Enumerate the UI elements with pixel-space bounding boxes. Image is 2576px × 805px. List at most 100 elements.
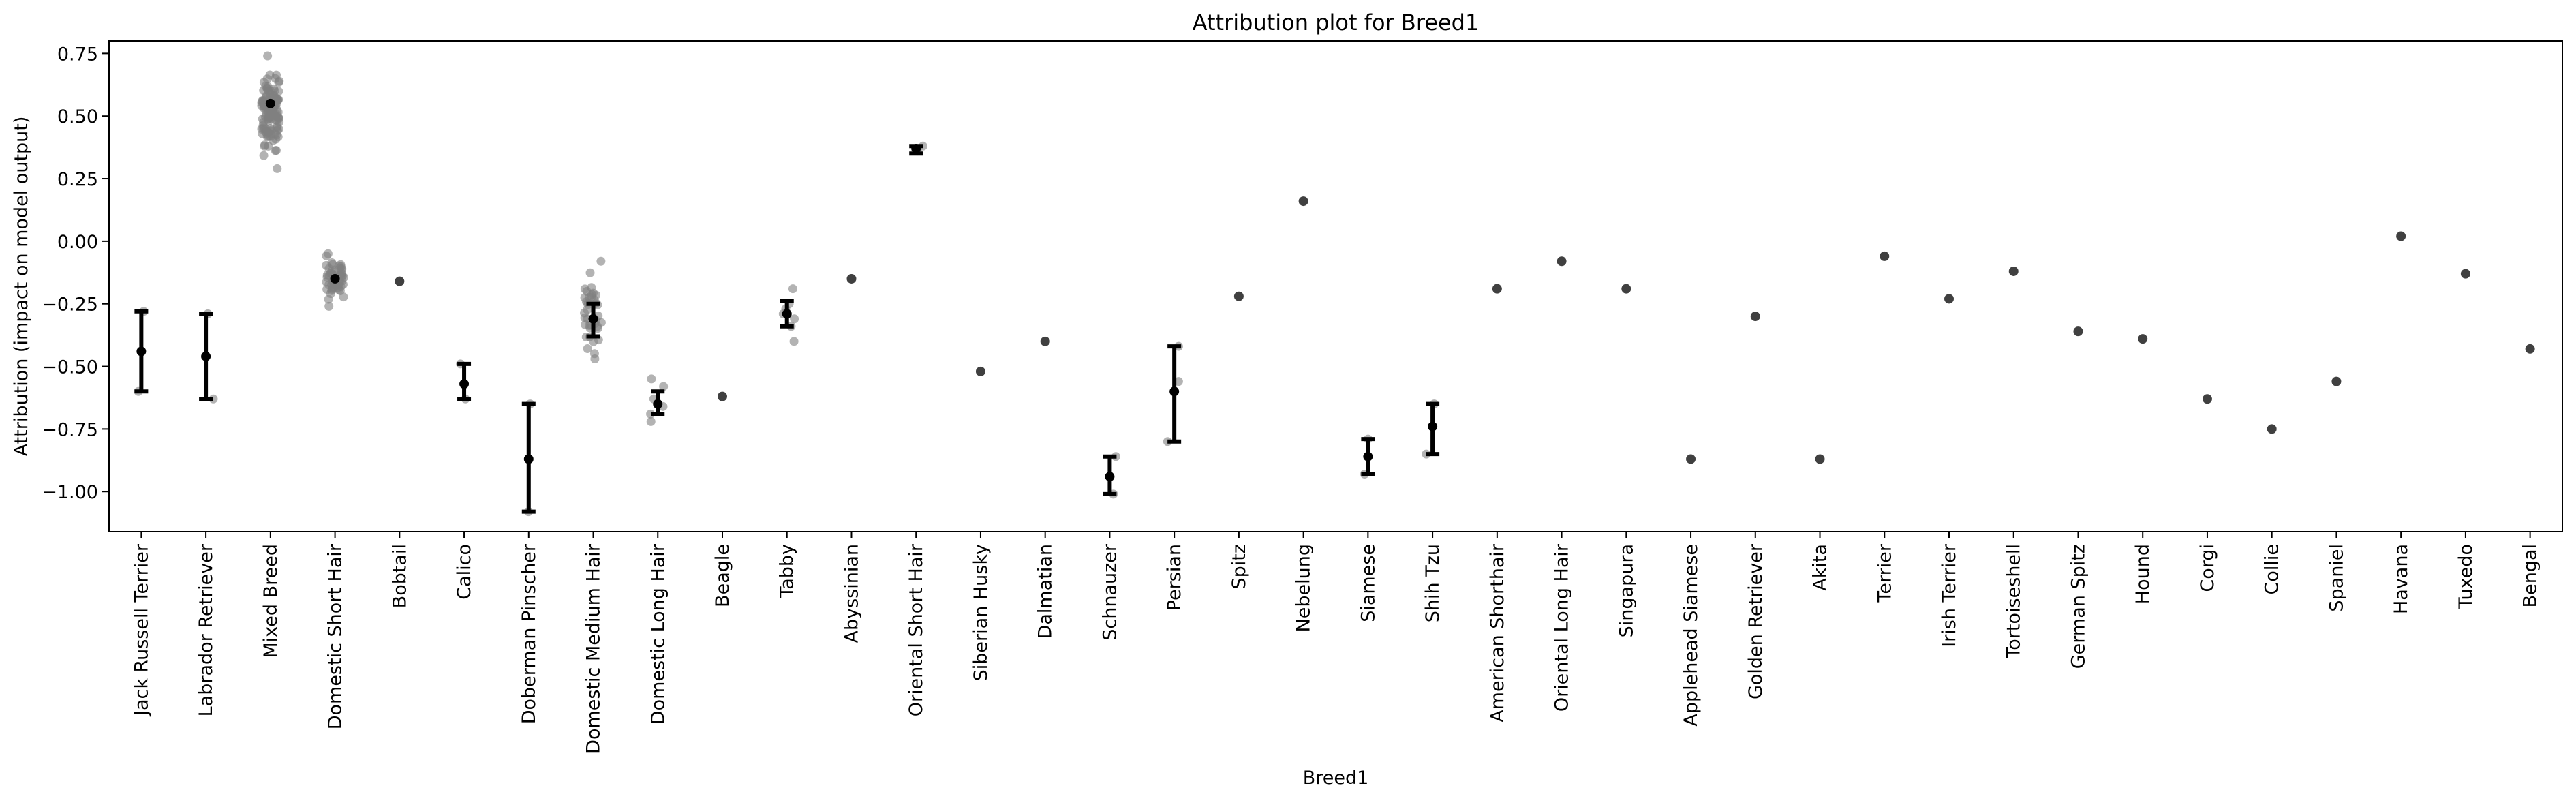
chart-title: Attribution plot for Breed1 [1193,10,1479,35]
x-tick-label: American Shorthair [1487,543,1508,723]
x-tick-label: Hound [2132,544,2153,604]
data-point [2267,424,2277,434]
x-tick-label: Domestic Short Hair [325,543,346,729]
data-point [264,132,273,141]
data-point [334,285,343,294]
data-point [596,256,606,266]
x-tick-label: Irish Terrier [1939,543,1960,648]
data-point [1621,284,1631,294]
mean-point [136,346,147,356]
data-point [1040,336,1050,346]
x-tick-label: Persian [1164,544,1185,611]
x-tick-label: Havana [2391,544,2412,614]
means-layer [136,98,2535,482]
data-point [2396,231,2406,241]
y-tick-label: 0.25 [57,169,98,190]
data-point [263,51,273,61]
data-point [587,290,597,299]
data-point [583,344,592,354]
mean-point [265,98,275,108]
x-tick-label: Nebelung [1293,544,1315,632]
x-axis-ticks: Jack Russell Terrier Labrador Retriever Mi… [131,532,2541,754]
x-tick-label: Schnauzer [1099,543,1120,641]
data-point [1557,256,1567,267]
y-tick-label: 0.75 [57,44,98,65]
x-tick-label: Jack Russell Terrier [131,543,152,717]
mean-point [459,379,470,389]
data-point [587,283,596,292]
data-point [585,268,595,277]
x-tick-label: Tabby [777,544,798,598]
y-tick-label: −0.50 [42,357,98,378]
x-tick-label: Abyssinian [841,544,862,643]
x-tick-label: Siberian Husky [970,544,992,681]
x-tick-label: Mixed Breed [260,544,281,658]
data-point [1298,196,1308,207]
x-tick-label: Beagle [712,544,733,607]
data-point [273,164,282,173]
data-point [2525,344,2535,354]
data-point [2008,266,2019,276]
mean-point [653,399,663,409]
data-point [659,382,669,391]
y-axis-ticks: 0.75 0.50 0.25 0.00 −0.25 −0.50 −0.75 −1.00 [42,44,109,503]
mean-point [1428,421,1438,431]
y-tick-label: −0.75 [42,419,98,440]
data-point [1492,284,1502,294]
y-axis-label: Attribution (impact on model output) [11,117,32,457]
x-tick-label: German Spitz [2068,544,2089,669]
data-point [593,324,602,333]
x-tick-label: Calico [454,544,475,600]
data-point [273,121,282,131]
x-tick-label: Doberman Pinscher [519,543,540,724]
x-tick-label: Golden Retriever [1745,543,1766,699]
data-point [326,289,335,299]
x-tick-label: Shih Tzu [1422,544,1443,622]
x-tick-label: Singapura [1616,544,1637,637]
x-tick-label: Akita [1810,544,1831,591]
mean-point [1169,386,1180,397]
x-tick-label: Siamese [1358,544,1379,622]
mean-point [1363,451,1373,461]
x-tick-label: Domestic Medium Hair [583,543,604,754]
mean-point [782,309,792,319]
data-point [322,251,331,260]
data-point [272,130,281,140]
x-tick-label: Dalmatian [1035,544,1056,639]
data-point [1815,454,1825,464]
data-point [2331,376,2342,386]
data-point [1750,312,1760,322]
mean-point [588,314,598,324]
x-tick-label: Tuxedo [2455,544,2477,609]
x-tick-label: Bengal [2520,544,2541,607]
mean-point [1105,472,1115,482]
data-point [262,74,272,84]
data-point [790,314,799,324]
data-point [975,366,985,376]
data-point [271,146,281,155]
data-point [209,394,218,404]
data-point [322,260,331,270]
data-point [337,264,347,274]
data-point [2460,269,2470,279]
data-point [580,293,589,303]
data-point [270,86,279,95]
y-tick-label: −1.00 [42,482,98,503]
x-tick-label: Tortoiseshell [2004,544,2025,659]
x-tick-label: Corgi [2197,544,2218,592]
data-point [583,305,592,314]
mean-point [201,351,211,361]
data-point [789,337,799,346]
x-tick-label: Labrador Retriever [196,543,217,716]
x-tick-label: Bobtail [389,544,410,608]
data-point [2202,394,2212,404]
mean-point [523,454,534,464]
data-point [274,78,283,87]
data-point [589,349,599,359]
mean-point [330,273,340,284]
plot-area-frame [108,40,2563,532]
data-point [580,313,589,322]
